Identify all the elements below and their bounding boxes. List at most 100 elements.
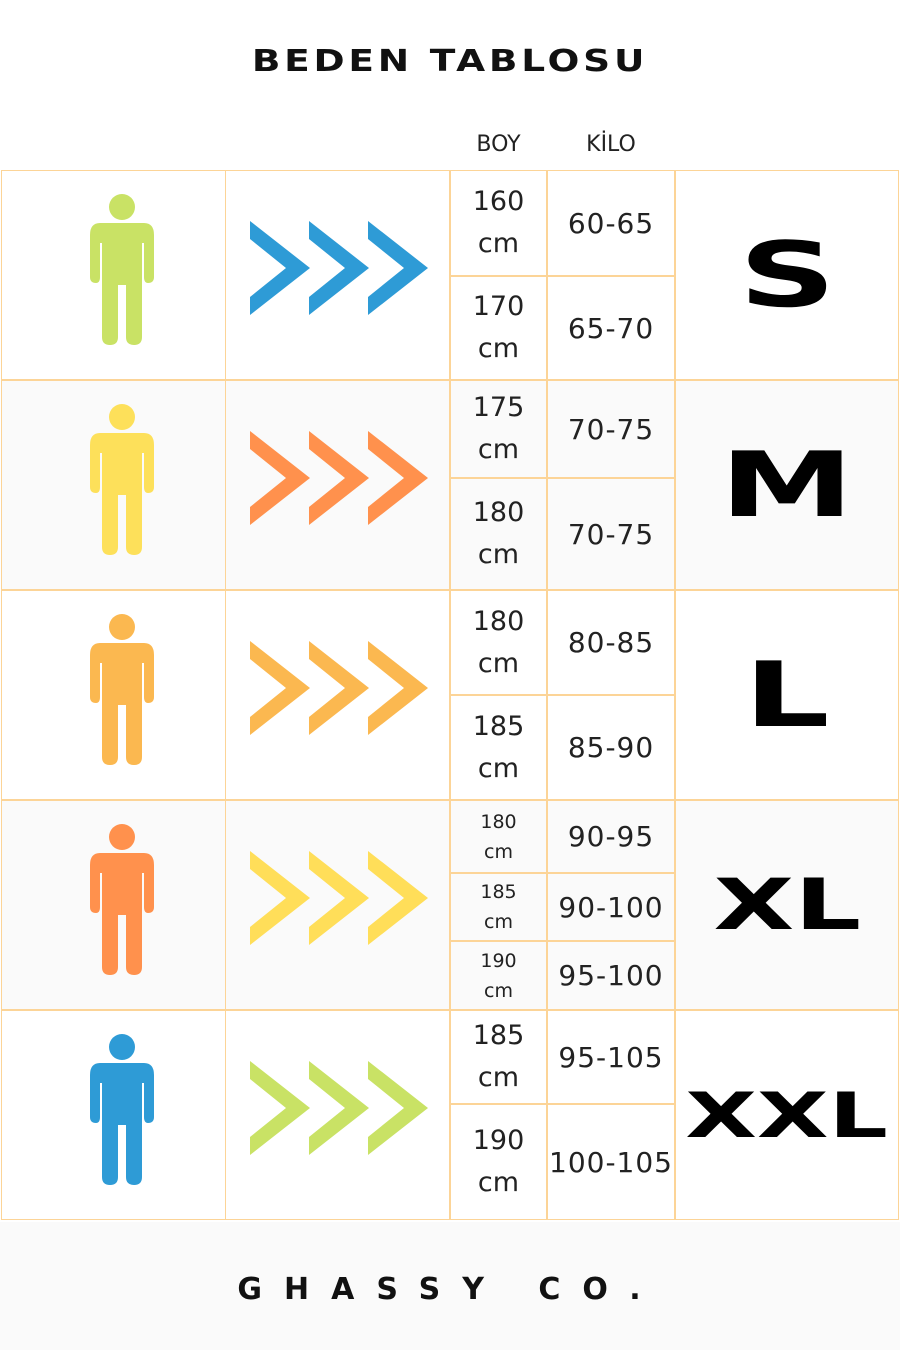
person-icon xyxy=(90,194,154,345)
triple-chevron-icon xyxy=(250,221,428,315)
weight-value: 60-65 xyxy=(567,206,655,240)
size-cell xyxy=(675,590,899,800)
arrow-cell xyxy=(225,170,450,380)
height-value: 180 cm xyxy=(473,601,525,685)
height-value: 160 cm xyxy=(473,181,525,265)
weight-value: 90-95 xyxy=(567,820,655,853)
size-cell xyxy=(675,170,899,380)
triple-chevron-icon xyxy=(250,431,428,525)
triple-chevron-icon xyxy=(250,851,428,945)
height-number: 170 xyxy=(472,291,525,322)
height-number: 190 xyxy=(472,1125,525,1156)
footer-background xyxy=(0,1222,900,1350)
weight-cell: 70-75 xyxy=(547,478,675,590)
person-cell xyxy=(1,170,226,380)
weight-cell: 85-90 xyxy=(547,695,675,800)
weight-value: 95-105 xyxy=(558,1040,664,1074)
weight-cell: 65-70 xyxy=(547,276,675,380)
chevron-right-icon xyxy=(250,221,310,315)
person-cell xyxy=(1,380,226,590)
height-value: 180 cm xyxy=(480,807,516,867)
size-letter: XXL xyxy=(685,1078,889,1152)
height-value: 175 cm xyxy=(473,387,525,471)
weight-cell: 90-95 xyxy=(547,800,675,873)
weight-cell: 100-105 xyxy=(547,1104,675,1220)
height-value: 190 cm xyxy=(473,1120,525,1204)
person-cell xyxy=(1,1010,226,1220)
column-header-height: BOY xyxy=(476,132,521,157)
size-cell xyxy=(675,380,899,590)
height-unit: cm xyxy=(484,911,513,933)
height-number: 190 xyxy=(480,949,517,972)
chevron-right-icon xyxy=(309,221,369,315)
height-cell: 170 cm xyxy=(450,276,547,380)
size-cell xyxy=(675,1010,899,1220)
arrow-cell xyxy=(225,380,450,590)
size-letter: M xyxy=(719,432,855,538)
height-cell: 190 cm xyxy=(450,1104,547,1220)
height-cell: 160 cm xyxy=(450,170,547,276)
height-value: 185 cm xyxy=(473,706,525,790)
weight-cell: 70-75 xyxy=(547,380,675,478)
height-unit: cm xyxy=(477,434,520,465)
person-cell xyxy=(1,590,226,800)
height-value: 190 cm xyxy=(480,946,516,1006)
height-cell: 180 cm xyxy=(450,478,547,590)
weight-cell: 95-100 xyxy=(547,941,675,1010)
chevron-right-icon xyxy=(309,1061,369,1155)
person-icon xyxy=(90,824,154,975)
height-value: 170 cm xyxy=(473,286,525,370)
height-number: 185 xyxy=(472,1020,525,1051)
height-number: 185 xyxy=(472,710,525,742)
size-label: XXL xyxy=(675,1010,899,1220)
height-unit: cm xyxy=(477,1167,520,1198)
arrow-cell xyxy=(225,590,450,800)
weight-cell: 90-100 xyxy=(547,873,675,941)
height-unit: cm xyxy=(477,539,520,570)
height-unit: cm xyxy=(477,333,520,364)
weight-value: 70-75 xyxy=(567,517,655,551)
weight-value: 90-100 xyxy=(558,890,664,924)
arrow-cell xyxy=(225,800,450,1010)
chevron-right-icon xyxy=(309,851,369,945)
page-title: BEDEN TABLOSU xyxy=(251,44,649,79)
size-label: M xyxy=(675,380,899,590)
height-cell: 185 cm xyxy=(450,873,547,941)
height-number: 180 xyxy=(480,810,517,833)
brand-footer: GHASSY CO. xyxy=(237,1272,663,1307)
triple-chevron-icon xyxy=(250,641,428,735)
chevron-right-icon xyxy=(250,851,310,945)
chevron-right-icon xyxy=(250,431,310,525)
size-letter: L xyxy=(743,642,831,748)
height-number: 175 xyxy=(472,392,525,423)
height-value: 185 cm xyxy=(473,1015,525,1099)
height-cell: 175 cm xyxy=(450,380,547,478)
chevron-right-icon xyxy=(368,221,428,315)
chevron-right-icon xyxy=(309,431,369,525)
height-unit: cm xyxy=(484,979,513,1002)
weight-value: 95-100 xyxy=(558,959,664,992)
height-cell: 180 cm xyxy=(450,800,547,873)
weight-value: 80-85 xyxy=(567,626,655,659)
height-cell: 190 cm xyxy=(450,941,547,1010)
height-value: 180 cm xyxy=(473,492,525,576)
person-icon xyxy=(90,404,154,555)
person-icon xyxy=(90,614,154,765)
chevron-right-icon xyxy=(250,641,310,735)
size-label: S xyxy=(675,170,899,380)
chevron-right-icon xyxy=(250,1061,310,1155)
height-value: 185 cm xyxy=(480,877,516,937)
weight-cell: 95-105 xyxy=(547,1010,675,1104)
height-unit: cm xyxy=(484,840,513,863)
triple-chevron-icon xyxy=(250,1061,428,1155)
height-number: 185 xyxy=(480,881,517,903)
size-label: XL xyxy=(675,800,899,1010)
size-label: L xyxy=(675,590,899,800)
weight-value: 65-70 xyxy=(567,311,655,345)
weight-value: 70-75 xyxy=(567,412,655,446)
height-number: 160 xyxy=(472,186,525,217)
height-unit: cm xyxy=(477,752,520,784)
height-cell: 185 cm xyxy=(450,695,547,800)
chevron-right-icon xyxy=(368,851,428,945)
height-number: 180 xyxy=(472,605,525,637)
